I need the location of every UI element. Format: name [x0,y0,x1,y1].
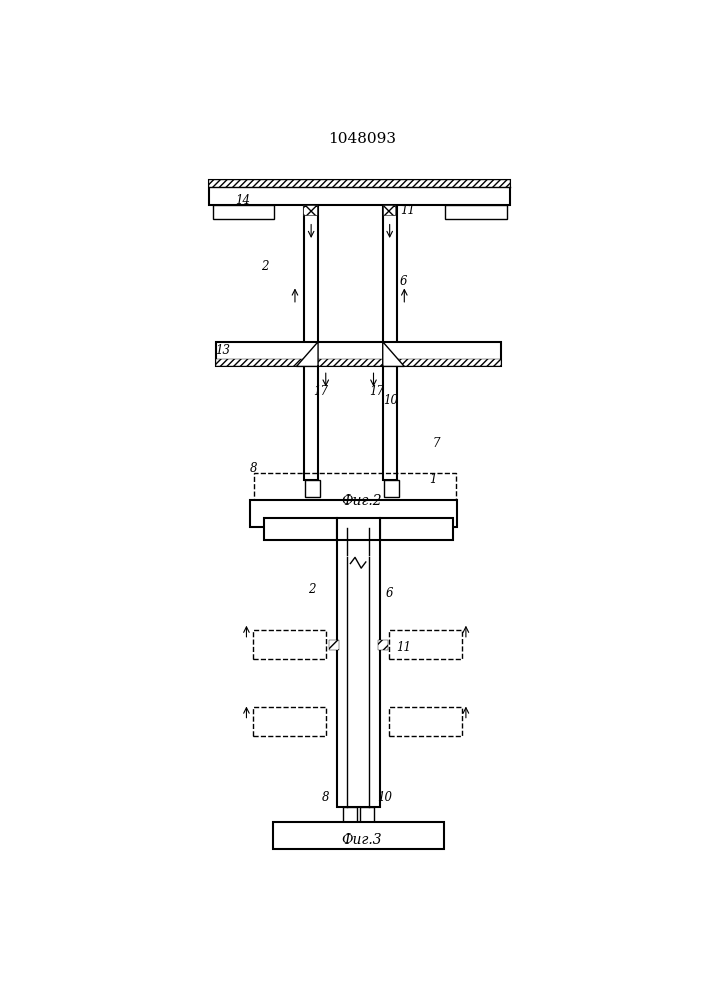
Bar [209,180,510,205]
Text: 11: 11 [400,204,416,217]
Bar [216,342,501,366]
Text: 1048093: 1048093 [328,132,396,146]
Polygon shape [296,342,318,366]
Bar [389,630,462,659]
Text: 1: 1 [429,473,436,486]
Text: 13: 13 [215,344,230,358]
Bar [389,707,462,736]
Bar [303,205,317,215]
Text: 10: 10 [382,394,398,407]
Bar [337,518,380,540]
Text: 6: 6 [399,275,407,288]
Text: 8: 8 [322,791,329,804]
Bar [383,480,399,497]
Bar [252,630,326,659]
Text: 2: 2 [261,260,269,273]
Text: Фиг.3: Фиг.3 [341,833,382,847]
Bar [329,640,339,650]
Bar [305,480,320,497]
Text: 17: 17 [313,385,329,398]
Bar [274,822,444,849]
Text: 11: 11 [397,641,411,654]
Bar [252,707,326,736]
Text: Фиг.2: Фиг.2 [341,494,382,508]
Bar [250,500,457,527]
Bar [209,180,510,187]
Text: 10: 10 [378,791,392,804]
Bar [382,205,395,215]
Bar [380,518,452,540]
Bar [213,205,274,219]
Bar [337,528,380,807]
Polygon shape [382,342,404,366]
Bar [254,473,456,500]
Bar [264,518,337,540]
Text: 6: 6 [386,587,393,600]
Bar [304,205,318,480]
Bar [216,359,501,366]
Text: 8: 8 [250,462,257,475]
Bar [445,205,507,219]
Bar [382,205,397,480]
Text: 7: 7 [433,437,440,450]
Bar [360,807,373,822]
Bar [344,807,357,822]
Text: 17: 17 [370,385,385,398]
Text: 2: 2 [308,583,315,596]
Text: 14: 14 [235,194,250,207]
Bar [378,640,388,650]
